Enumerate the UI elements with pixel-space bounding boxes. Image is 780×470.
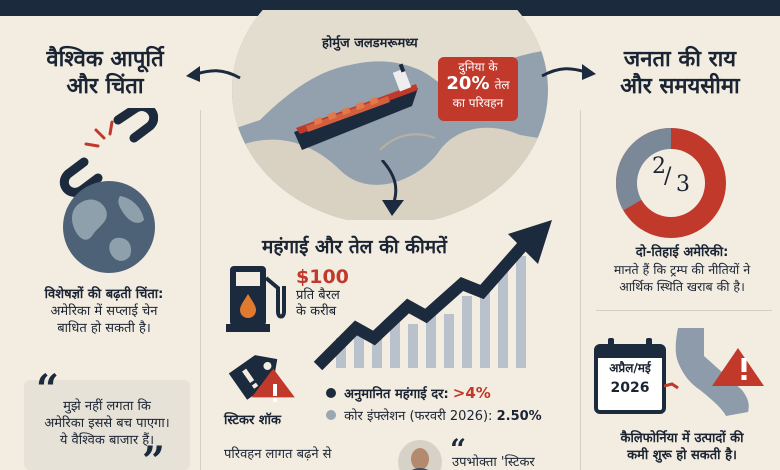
map-label: होर्मुज जलडमरूमध्य bbox=[322, 36, 418, 51]
transport-text: परिवहन लागत बढ़ने से bbox=[224, 447, 332, 462]
opinion-line1: मानते हैं कि ट्रम्प की नीतियों ने bbox=[613, 262, 751, 277]
left-concern-text: विशेषज्ञों की बढ़ती चिंता: अमेरिका में स… bbox=[14, 286, 194, 337]
calendar-month: अप्रैल/मई bbox=[609, 361, 651, 375]
expert-quote-box: “ मुझे नहीं लगता कि अमेरिका इससे बच पाएग… bbox=[24, 370, 190, 470]
concern-line1: अमेरिका में सप्लाई चेन bbox=[50, 304, 158, 319]
quote-line1: मुझे नहीं लगता कि bbox=[63, 399, 151, 414]
consumer-quote-text: उपभोक्ता 'स्टिकर bbox=[452, 455, 535, 470]
inflation-value: >4% bbox=[452, 384, 491, 402]
left-title: वैश्विक आपूर्ति और चिंता bbox=[20, 46, 190, 100]
calendar-year: 2026 bbox=[610, 380, 650, 396]
oil-price: $100 bbox=[296, 266, 349, 288]
concern-line2: बाधित हो सकती है। bbox=[57, 321, 151, 336]
inflation-label: अनुमानित महंगाई दर: bbox=[344, 387, 449, 402]
core-label: कोर इंफ्लेशन (फरवरी 2026): bbox=[344, 409, 493, 424]
calendar-ring-right bbox=[646, 338, 652, 350]
oil-tanker-icon bbox=[294, 63, 418, 150]
core-row: कोर इंफ्लेशन (फरवरी 2026): 2.50% bbox=[326, 406, 542, 428]
right-title: जनता की राय और समयसीमा bbox=[590, 46, 770, 100]
cal-line2: कमी शुरू हो सकती है। bbox=[627, 448, 737, 463]
california-map-icon bbox=[664, 328, 764, 416]
calendar-text: कैलिफोर्निया में उत्पादों की कमी शुरू हो… bbox=[588, 430, 776, 464]
avatar bbox=[398, 440, 442, 470]
oil-price-sub: प्रति बैरल के करीब bbox=[296, 288, 340, 320]
right-title-line2: और समयसीमा bbox=[620, 74, 740, 99]
rising-price-chart bbox=[313, 220, 552, 370]
callout-line2: का परिवहन bbox=[452, 96, 504, 110]
callout-oil: तेल bbox=[494, 78, 510, 92]
cal-line1: कैलिफोर्निया में उत्पादों की bbox=[620, 431, 744, 446]
right-divider bbox=[580, 110, 581, 470]
price-sub2: के करीब bbox=[296, 304, 337, 319]
calendar-header bbox=[598, 348, 662, 358]
open-quote-icon: “ bbox=[36, 366, 60, 413]
expert-quote-text: मुझे नहीं लगता कि अमेरिका इससे बच पाएगा।… bbox=[24, 398, 190, 449]
center-title: महंगाई और तेल की कीमतें bbox=[262, 236, 447, 258]
left-arrow-icon bbox=[186, 66, 241, 82]
opinion-text: दो-तिहाई अमेरिकी: मानते हैं कि ट्रम्प की… bbox=[586, 244, 778, 295]
fraction-denominator: 3 bbox=[676, 172, 690, 197]
left-title-line1: वैश्विक आपूर्ति bbox=[46, 47, 164, 72]
fraction-slash: / bbox=[664, 164, 672, 189]
calendar-icon: अप्रैल/मई 2026 bbox=[594, 344, 666, 414]
fuel-pump-icon bbox=[226, 266, 286, 332]
price-sub1: प्रति बैरल bbox=[296, 288, 340, 303]
inflation-stats: अनुमानित महंगाई दर: >4% कोर इंफ्लेशन (फर… bbox=[326, 382, 542, 428]
fraction-numerator: 2 bbox=[652, 154, 666, 179]
globe-icon bbox=[63, 181, 155, 273]
sticker-shock-label: स्टिकर शॉक bbox=[224, 413, 281, 428]
down-arrow-icon bbox=[380, 160, 404, 216]
left-divider bbox=[200, 110, 201, 470]
oil-share-callout: दुनिया के 20% तेल का परिवहन bbox=[438, 57, 518, 121]
header-bar bbox=[0, 0, 780, 16]
calendar-ring-left bbox=[608, 338, 614, 350]
opinion-line2: आर्थिक स्थिति खराब की है। bbox=[619, 279, 745, 294]
quote-line3: ये वैश्विक बाजार हैं। bbox=[59, 433, 155, 448]
callout-percent: 20% bbox=[446, 73, 490, 94]
inflation-row: अनुमानित महंगाई दर: >4% bbox=[326, 382, 542, 406]
consumer-quote-icon: “ bbox=[450, 433, 467, 466]
quote-line2: अमेरिका इससे बच पाएगा। bbox=[44, 416, 170, 431]
two-thirds-pie bbox=[616, 128, 726, 238]
right-title-line1: जनता की राय bbox=[623, 47, 737, 72]
right-separator bbox=[596, 310, 772, 311]
avatar-shoulders bbox=[402, 468, 438, 470]
right-arrow-icon bbox=[541, 64, 596, 80]
price-tag-icon bbox=[228, 355, 295, 402]
avatar-head bbox=[411, 448, 429, 470]
callout-line1: दुनिया के bbox=[458, 60, 498, 74]
concern-bold: विशेषज्ञों की बढ़ती चिंता: bbox=[44, 287, 164, 302]
core-value: 2.50% bbox=[496, 409, 542, 424]
opinion-bold: दो-तिहाई अमेरिकी: bbox=[635, 245, 729, 260]
navy-bullet-icon bbox=[326, 388, 336, 398]
close-quote-icon: ” bbox=[142, 438, 166, 470]
grey-bullet-icon bbox=[326, 410, 336, 420]
left-title-line2: और चिंता bbox=[66, 74, 144, 99]
